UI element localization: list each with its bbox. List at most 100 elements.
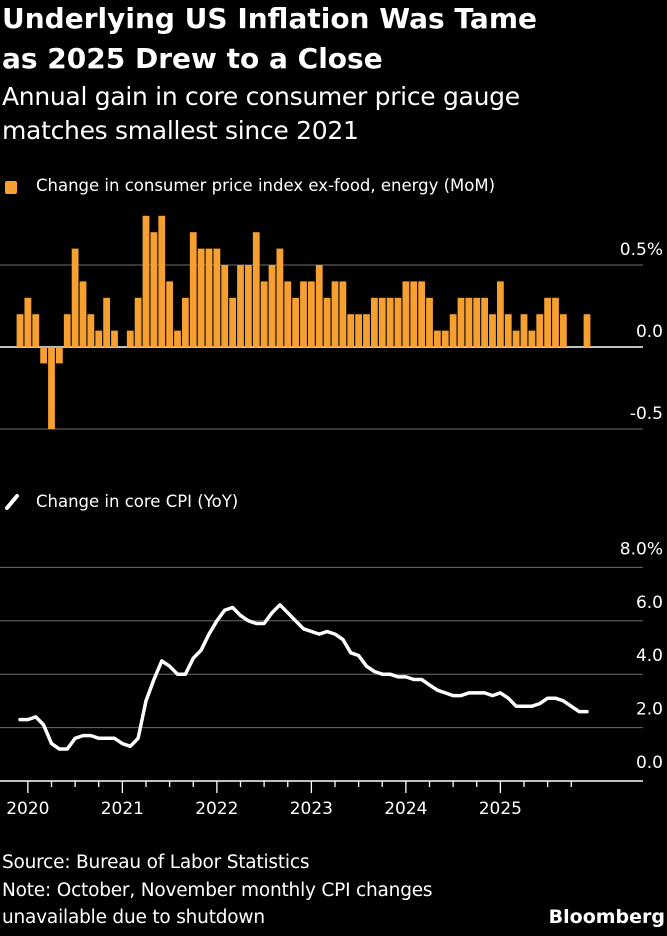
bar	[552, 297, 559, 347]
bar	[433, 330, 441, 347]
bar-chart-mom: 0.5% 0.0 -0.5	[0, 215, 663, 430]
bar	[355, 314, 363, 347]
footnote-line-1: Note: October, November monthly CPI chan…	[2, 880, 433, 901]
bar	[40, 347, 48, 364]
bar	[339, 281, 347, 347]
bar	[315, 265, 323, 347]
bar	[410, 281, 418, 347]
bar	[174, 330, 181, 347]
bar	[244, 265, 252, 347]
line-chart-yoy: 8.0% 6.0 4.0 2.0 0.0 2020 2021 2022 2023 2024 2025	[0, 539, 663, 819]
bar	[465, 297, 473, 347]
bar	[370, 297, 378, 347]
bar	[347, 314, 355, 347]
bar	[276, 248, 284, 347]
bar	[292, 297, 300, 347]
bar	[473, 297, 481, 347]
bar	[559, 314, 567, 347]
bar	[205, 248, 213, 347]
bar	[229, 297, 237, 347]
chart-subtitle-line-1: Annual gain in core consumer price gauge	[2, 82, 520, 111]
y-tick-label: 0.0	[636, 753, 663, 773]
x-tick-label: 2024	[384, 799, 427, 819]
bar	[237, 265, 244, 347]
y-tick-label: 2.0	[636, 700, 663, 720]
bar	[103, 297, 111, 347]
bar	[544, 297, 552, 347]
footnote-line-2: unavailable due to shutdown	[2, 907, 265, 928]
bar	[394, 297, 402, 347]
legend-label-mom: Change in consumer price index ex-food, …	[36, 176, 496, 195]
bar	[87, 314, 95, 347]
bar	[189, 232, 197, 347]
bar	[323, 297, 331, 347]
bar	[496, 281, 504, 347]
bar	[284, 281, 292, 347]
bar	[536, 314, 544, 347]
bar	[126, 330, 134, 347]
legend-label-yoy: Change in core CPI (YoY)	[36, 492, 239, 511]
bar	[512, 330, 520, 347]
bar	[260, 281, 268, 347]
bar	[528, 330, 536, 347]
bar	[71, 248, 79, 347]
bar	[489, 314, 496, 347]
bar	[418, 281, 426, 347]
bar	[268, 265, 276, 347]
bar	[300, 281, 307, 347]
source-note: Source: Bureau of Labor Statistics	[2, 852, 310, 873]
bar	[481, 297, 489, 347]
y-tick-label: 6.0	[636, 593, 663, 613]
legend-swatch-bar	[5, 181, 17, 194]
bar	[48, 347, 55, 429]
bar	[252, 232, 260, 347]
y-tick-label: 0.5%	[620, 240, 663, 260]
bar	[158, 215, 166, 347]
bar	[181, 297, 189, 347]
bar	[504, 314, 512, 347]
bar	[213, 248, 221, 347]
bar	[520, 314, 528, 347]
x-tick-label: 2021	[101, 799, 144, 819]
bar	[79, 281, 87, 347]
bar	[449, 314, 457, 347]
y-tick-label: 4.0	[636, 646, 663, 666]
bar	[32, 314, 40, 347]
bar	[95, 330, 103, 347]
bar	[142, 215, 150, 347]
y-tick-label: 0.0	[636, 322, 663, 342]
x-tick-label: 2025	[479, 799, 522, 819]
y-tick-label: -0.5	[630, 404, 663, 424]
x-tick-label: 2020	[6, 799, 49, 819]
x-tick-label: 2022	[195, 799, 238, 819]
bar	[583, 314, 591, 347]
bar	[221, 265, 229, 347]
bar	[111, 330, 118, 347]
bar	[150, 232, 158, 347]
bar	[63, 314, 71, 347]
bar	[441, 330, 449, 347]
bar	[24, 297, 32, 347]
bar	[16, 314, 24, 347]
bar	[363, 314, 370, 347]
legend-swatch-line	[5, 494, 19, 510]
bar	[197, 248, 205, 347]
chart-title-line-2: as 2025 Drew to a Close	[2, 42, 383, 75]
bar	[134, 297, 142, 347]
bar	[55, 347, 63, 364]
bar	[307, 281, 315, 347]
bar	[166, 281, 174, 347]
core-cpi-yoy-line	[18, 603, 589, 751]
y-tick-label: 8.0%	[620, 539, 663, 559]
bar	[426, 297, 433, 347]
x-tick-label: 2023	[290, 799, 333, 819]
bar	[386, 297, 394, 347]
bar	[378, 297, 386, 347]
chart-title-line-1: Underlying US Inflation Was Tame	[2, 2, 537, 35]
bar	[457, 297, 465, 347]
bar	[331, 281, 339, 347]
bar	[402, 281, 410, 347]
bloomberg-logo: Bloomberg	[548, 906, 665, 928]
chart-subtitle-line-2: matches smallest since 2021	[2, 116, 359, 145]
